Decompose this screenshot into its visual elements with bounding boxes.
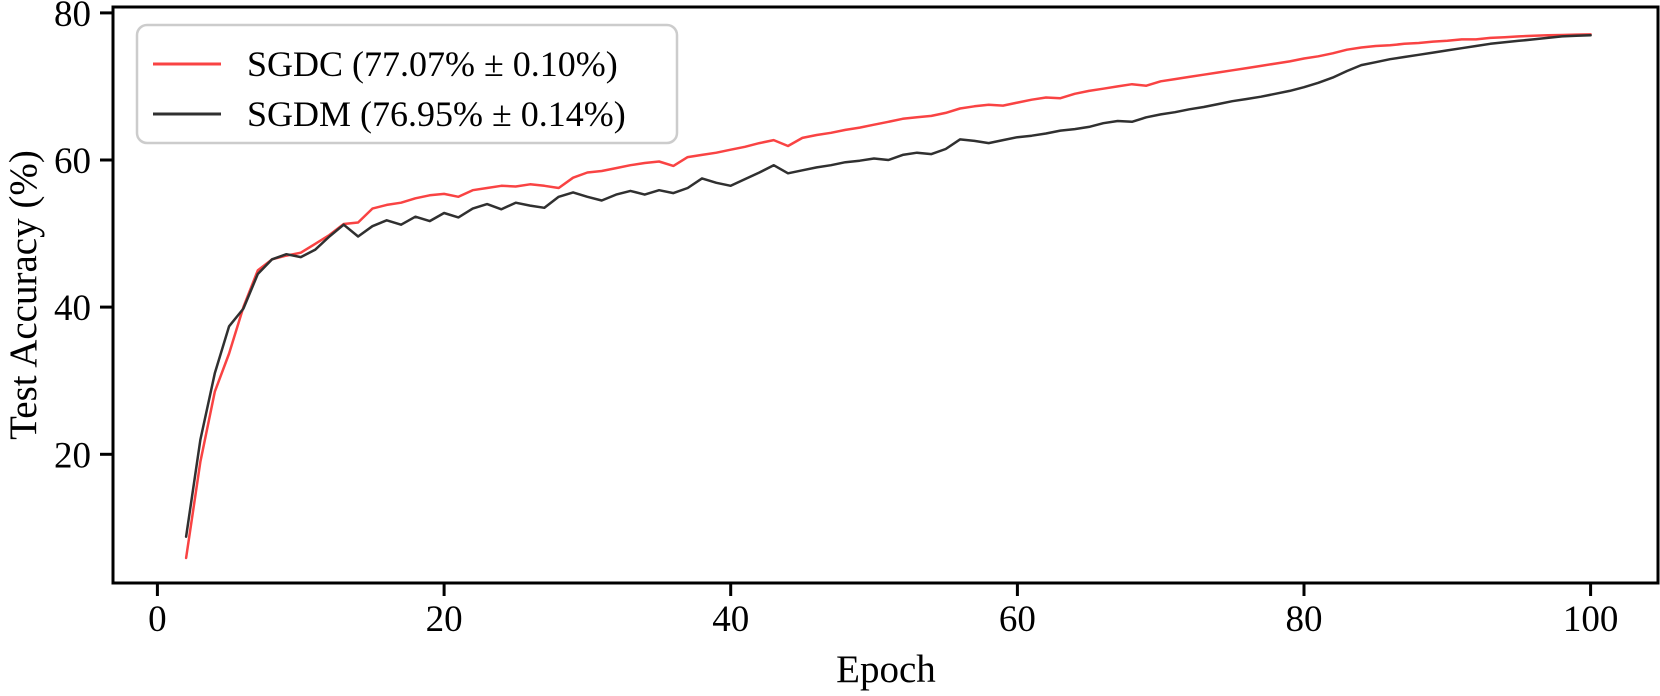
x-tick-label: 20 (426, 599, 463, 640)
x-tick-label: 0 (148, 599, 167, 640)
plot-border (111, 5, 1660, 585)
x-tick-label: 100 (1563, 599, 1619, 640)
x-axis-label: Epoch (836, 648, 936, 691)
y-tick-label: 20 (54, 435, 91, 476)
y-axis-ticks: 20 40 60 80 (54, 0, 113, 476)
x-tick-label: 80 (1286, 599, 1323, 640)
y-tick-label: 60 (54, 141, 91, 182)
legend-box (135, 23, 679, 145)
series-group (184, 33, 1592, 560)
x-axis-ticks: 0 20 40 60 80 100 (148, 583, 1618, 640)
y-tick-label: 80 (54, 0, 91, 35)
y-axis-label: Test Accuracy (%) (2, 150, 45, 440)
y-tick-label: 40 (54, 288, 91, 329)
legend-entry-label: SGDC (77.07% ± 0.10%) (247, 44, 618, 84)
x-tick-label: 60 (999, 599, 1036, 640)
legend: SGDC (77.07% ± 0.10%) SGDM (76.95% ± 0.14… (135, 23, 679, 145)
x-tick-label: 40 (712, 599, 749, 640)
series-line (184, 34, 1592, 538)
legend-entry-label: SGDM (76.95% ± 0.14%) (247, 94, 626, 134)
series-line (184, 33, 1592, 560)
axes-spines (111, 5, 1660, 585)
